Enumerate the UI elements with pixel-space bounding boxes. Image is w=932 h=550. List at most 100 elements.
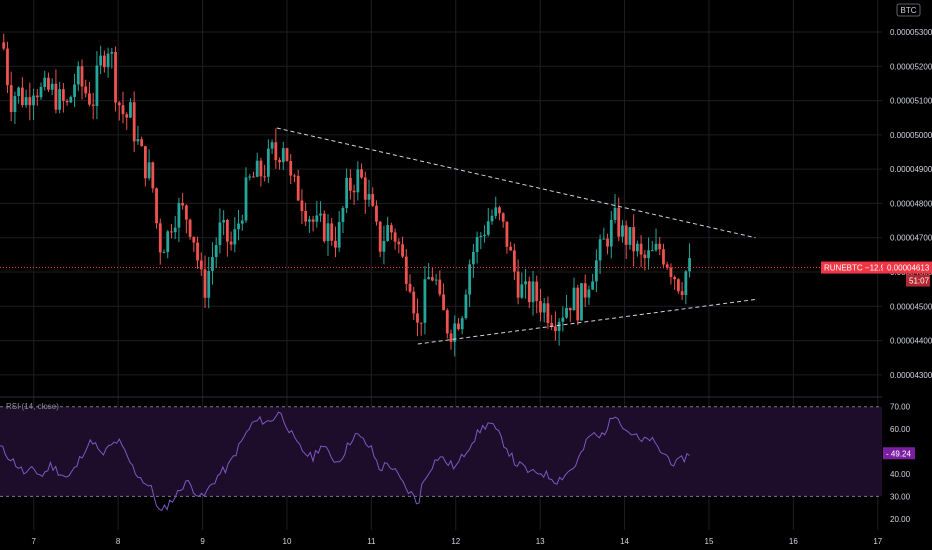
candle-body bbox=[371, 194, 375, 206]
rsi-tick-label: 30.00 bbox=[890, 492, 911, 501]
candle-body bbox=[54, 83, 58, 110]
candle-body bbox=[125, 114, 129, 118]
candle-body bbox=[289, 160, 293, 176]
candle-body bbox=[166, 231, 170, 253]
rsi-pane[interactable]: RSI (14, close) bbox=[0, 402, 882, 512]
candle-body bbox=[449, 333, 453, 342]
price-tick-label: 0.00005200 bbox=[890, 62, 932, 71]
candle-body bbox=[665, 264, 669, 268]
candle-body bbox=[255, 160, 259, 177]
candle-body bbox=[348, 177, 352, 191]
candle-body bbox=[24, 97, 28, 106]
upper-trendline[interactable] bbox=[276, 127, 756, 239]
lower-trendline[interactable] bbox=[417, 298, 756, 345]
candle-body bbox=[546, 303, 550, 323]
candle-body bbox=[587, 289, 591, 298]
candle-body bbox=[211, 257, 214, 271]
candle-body bbox=[311, 219, 315, 222]
candle-body bbox=[662, 249, 665, 265]
candle-body bbox=[117, 102, 121, 106]
time-tick-label: 13 bbox=[536, 537, 545, 546]
price-tick-label: 0.00004500 bbox=[890, 302, 932, 311]
candle-body bbox=[207, 270, 211, 298]
candle-body bbox=[47, 77, 50, 90]
candle-body bbox=[676, 279, 680, 292]
candle-body bbox=[293, 175, 296, 177]
candle-body bbox=[326, 223, 330, 242]
rsi-tick-label: 70.00 bbox=[890, 403, 911, 412]
candle-body bbox=[535, 281, 539, 302]
candle-body bbox=[468, 264, 472, 295]
price-tick-label: 0.00005300 bbox=[890, 28, 932, 37]
candle-body bbox=[475, 237, 479, 253]
candle-body bbox=[244, 177, 248, 221]
candle-body bbox=[367, 194, 371, 200]
candle-body bbox=[658, 243, 662, 250]
candle-body bbox=[498, 207, 501, 214]
candle-body bbox=[609, 219, 613, 247]
time-axis[interactable]: 7 8 9 10 11 12 13 14 15 16 17 bbox=[32, 537, 883, 546]
candle-body bbox=[416, 313, 419, 323]
candle-body bbox=[363, 177, 367, 200]
candle-body bbox=[192, 236, 196, 243]
price-tick-label: 0.00004300 bbox=[890, 371, 932, 380]
candle-body bbox=[430, 277, 434, 281]
candle-body bbox=[319, 213, 322, 216]
candle-body bbox=[173, 227, 177, 233]
candle-body bbox=[531, 281, 535, 303]
candle-body bbox=[654, 243, 658, 251]
candle-body bbox=[266, 148, 270, 177]
candle-body bbox=[442, 294, 445, 311]
candle-body bbox=[647, 250, 650, 259]
candle-body bbox=[557, 321, 561, 332]
candle-body bbox=[330, 223, 334, 241]
rsi-line bbox=[0, 411, 690, 512]
candle-body bbox=[106, 53, 110, 68]
candle-body bbox=[17, 87, 21, 97]
candle-body bbox=[32, 95, 35, 106]
currency-label: BTC bbox=[901, 6, 917, 15]
time-tick-label: 9 bbox=[200, 537, 205, 546]
candle-body bbox=[591, 281, 595, 290]
candles bbox=[2, 33, 691, 357]
candle-body bbox=[259, 160, 263, 177]
rsi-tick-label: 40.00 bbox=[890, 470, 911, 479]
candle-body bbox=[457, 323, 460, 330]
candle-body bbox=[561, 317, 565, 322]
candle-body bbox=[617, 207, 621, 237]
candle-body bbox=[673, 276, 677, 280]
candle-body bbox=[322, 213, 326, 242]
rsi-label[interactable]: RSI (14, close) bbox=[6, 402, 59, 411]
candle-body bbox=[151, 162, 155, 189]
symbol-change: RUNEBTC −12.98% bbox=[824, 264, 897, 273]
candle-body bbox=[28, 97, 32, 106]
time-tick-label: 16 bbox=[789, 537, 798, 546]
candle-body bbox=[263, 176, 267, 178]
candle-body bbox=[233, 229, 237, 245]
candle-body bbox=[583, 283, 587, 298]
candle-body bbox=[550, 322, 554, 327]
trendlines[interactable] bbox=[276, 127, 756, 345]
candle-body bbox=[639, 243, 643, 255]
candle-body bbox=[386, 225, 390, 241]
price-tick-label: 0.00004400 bbox=[890, 337, 932, 346]
candle-body bbox=[669, 267, 673, 277]
candle-body bbox=[248, 176, 252, 178]
candle-body bbox=[136, 139, 140, 142]
candle-body bbox=[628, 227, 632, 245]
time-tick-label: 14 bbox=[620, 537, 629, 546]
candle-body bbox=[650, 250, 654, 252]
candle-body bbox=[2, 42, 6, 49]
candle-body bbox=[229, 241, 233, 245]
candle-body bbox=[274, 142, 278, 161]
candle-body bbox=[304, 211, 308, 222]
candle-body bbox=[375, 205, 378, 222]
candle-body bbox=[486, 221, 490, 235]
currency-badge[interactable]: BTC bbox=[896, 3, 921, 17]
countdown-tag: 51:07 bbox=[906, 274, 930, 287]
candle-body bbox=[315, 215, 319, 222]
candle-body bbox=[91, 104, 95, 106]
candle-body bbox=[643, 254, 647, 259]
candle-body bbox=[527, 281, 531, 303]
